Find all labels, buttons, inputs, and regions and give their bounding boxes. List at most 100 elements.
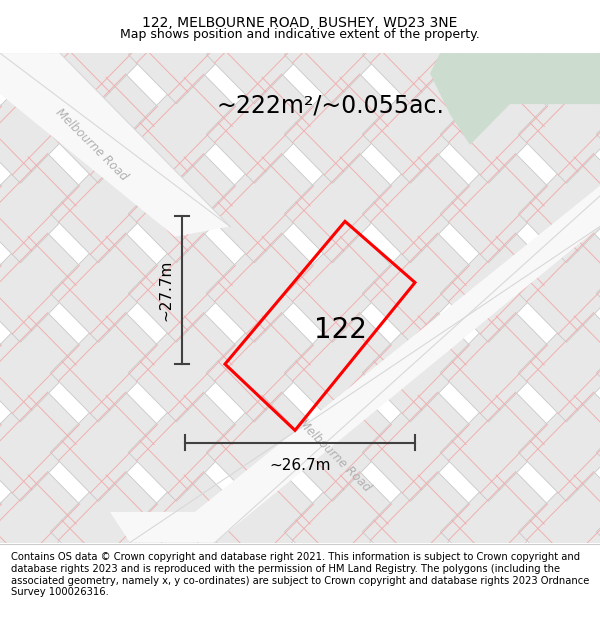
Polygon shape [596, 225, 600, 342]
Polygon shape [0, 0, 88, 24]
Polygon shape [518, 463, 600, 581]
Polygon shape [440, 225, 556, 342]
Polygon shape [128, 0, 244, 24]
Polygon shape [284, 304, 400, 422]
Polygon shape [0, 0, 88, 104]
Polygon shape [0, 225, 10, 342]
Polygon shape [284, 622, 400, 625]
Text: ~26.7m: ~26.7m [269, 458, 331, 473]
Polygon shape [440, 0, 556, 104]
Text: 122: 122 [314, 316, 367, 344]
Polygon shape [0, 145, 88, 262]
Polygon shape [440, 543, 556, 625]
Polygon shape [596, 543, 600, 625]
Polygon shape [518, 304, 600, 422]
Text: ~27.7m: ~27.7m [158, 259, 173, 321]
Polygon shape [50, 66, 166, 183]
Polygon shape [0, 384, 88, 501]
Polygon shape [596, 304, 600, 422]
Polygon shape [206, 145, 322, 262]
Polygon shape [362, 384, 478, 501]
Polygon shape [0, 463, 88, 581]
Text: Map shows position and indicative extent of the property.: Map shows position and indicative extent… [120, 28, 480, 41]
Polygon shape [596, 0, 600, 24]
Polygon shape [596, 0, 600, 104]
Polygon shape [518, 622, 600, 625]
Polygon shape [518, 0, 600, 24]
Polygon shape [430, 53, 600, 145]
Polygon shape [362, 463, 478, 581]
Polygon shape [596, 463, 600, 581]
Polygon shape [0, 543, 88, 625]
Polygon shape [0, 0, 10, 104]
Polygon shape [362, 543, 478, 625]
Text: ~222m²/~0.055ac.: ~222m²/~0.055ac. [216, 94, 444, 118]
Polygon shape [518, 0, 600, 104]
Polygon shape [362, 0, 478, 104]
Polygon shape [128, 145, 244, 262]
Polygon shape [518, 543, 600, 625]
Polygon shape [206, 0, 322, 104]
Polygon shape [440, 0, 556, 24]
Polygon shape [284, 0, 400, 104]
Text: Melbourne Road: Melbourne Road [53, 106, 131, 184]
Polygon shape [440, 384, 556, 501]
Polygon shape [596, 622, 600, 625]
Polygon shape [206, 225, 322, 342]
Polygon shape [362, 225, 478, 342]
Polygon shape [206, 304, 322, 422]
Text: Melbourne Road: Melbourne Road [296, 417, 374, 494]
Polygon shape [128, 304, 244, 422]
Polygon shape [362, 304, 478, 422]
Polygon shape [0, 53, 230, 237]
Polygon shape [284, 543, 400, 625]
Polygon shape [284, 66, 400, 183]
Polygon shape [440, 622, 556, 625]
Polygon shape [206, 384, 322, 501]
Polygon shape [128, 66, 244, 183]
Polygon shape [284, 463, 400, 581]
Polygon shape [440, 145, 556, 262]
Polygon shape [0, 463, 10, 581]
Polygon shape [440, 66, 556, 183]
Polygon shape [128, 463, 244, 581]
Polygon shape [518, 384, 600, 501]
Polygon shape [206, 543, 322, 625]
Polygon shape [0, 0, 10, 24]
Polygon shape [518, 225, 600, 342]
Polygon shape [0, 225, 88, 342]
Polygon shape [362, 145, 478, 262]
Polygon shape [284, 0, 400, 24]
Polygon shape [362, 66, 478, 183]
Polygon shape [110, 186, 600, 542]
Polygon shape [596, 384, 600, 501]
Polygon shape [0, 304, 10, 422]
Polygon shape [50, 145, 166, 262]
Polygon shape [596, 145, 600, 262]
Polygon shape [362, 622, 478, 625]
Polygon shape [128, 225, 244, 342]
Polygon shape [50, 0, 166, 104]
Polygon shape [0, 145, 10, 262]
Polygon shape [0, 622, 10, 625]
Polygon shape [206, 0, 322, 24]
Polygon shape [284, 145, 400, 262]
Polygon shape [284, 384, 400, 501]
Polygon shape [0, 66, 10, 183]
Polygon shape [518, 66, 600, 183]
Polygon shape [206, 622, 322, 625]
Polygon shape [50, 463, 166, 581]
Polygon shape [440, 463, 556, 581]
Polygon shape [0, 384, 10, 501]
Polygon shape [128, 543, 244, 625]
Polygon shape [50, 0, 166, 24]
Polygon shape [440, 304, 556, 422]
Polygon shape [50, 304, 166, 422]
Polygon shape [596, 66, 600, 183]
Text: 122, MELBOURNE ROAD, BUSHEY, WD23 3NE: 122, MELBOURNE ROAD, BUSHEY, WD23 3NE [142, 16, 458, 30]
Polygon shape [0, 543, 10, 625]
Polygon shape [0, 304, 88, 422]
Polygon shape [206, 66, 322, 183]
Text: Contains OS data © Crown copyright and database right 2021. This information is : Contains OS data © Crown copyright and d… [11, 552, 589, 598]
Polygon shape [128, 622, 244, 625]
